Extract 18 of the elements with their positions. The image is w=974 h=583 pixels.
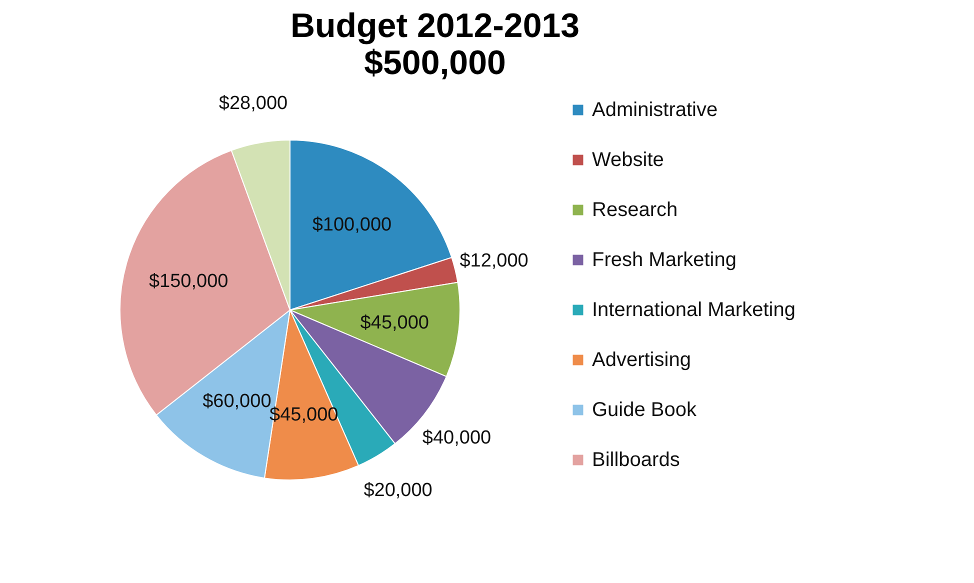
chart-subtitle: $500,000 xyxy=(364,44,506,82)
data-label: $20,000 xyxy=(364,480,432,502)
legend-label: Guide Book xyxy=(592,399,698,421)
chart-title: Budget 2012-2013 xyxy=(290,7,580,45)
legend-label: Website xyxy=(592,149,664,171)
legend-label: International Marketing xyxy=(592,299,796,321)
legend-label: Fresh Marketing xyxy=(592,249,736,271)
data-label: $40,000 xyxy=(422,428,492,449)
data-label: $60,000 xyxy=(202,391,272,412)
legend-label: Advertising xyxy=(592,349,691,371)
data-label: $45,000 xyxy=(360,312,429,334)
data-label: $28,000 xyxy=(218,93,288,114)
legend-label: Administrative xyxy=(592,99,718,121)
legend-label: Billboards xyxy=(592,449,680,471)
legend-label: Research xyxy=(592,199,678,221)
data-label: $150,000 xyxy=(148,271,228,292)
data-label: $100,000 xyxy=(312,214,392,236)
data-label: $12,000 xyxy=(460,250,528,272)
